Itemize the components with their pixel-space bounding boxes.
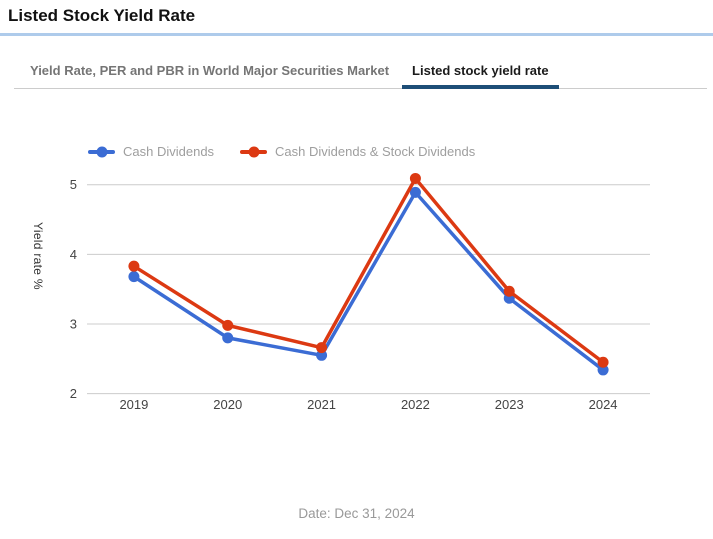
- tab-bar-divider: [14, 88, 707, 89]
- x-tick-label: 2019: [119, 397, 148, 412]
- x-tick-label: 2021: [307, 397, 336, 412]
- line-marker-icon: [88, 149, 115, 154]
- x-tick-label: 2023: [495, 397, 524, 412]
- x-tick-label: 2020: [213, 397, 242, 412]
- series-line: [132, 190, 605, 372]
- y-tick-label: 5: [70, 177, 77, 192]
- legend-label: Cash Dividends: [123, 144, 215, 159]
- data-point[interactable]: [316, 342, 328, 354]
- x-tick-label: 2022: [401, 397, 430, 412]
- line-marker-icon: [240, 149, 268, 154]
- legend-item-cash-dividends[interactable]: Cash Dividends: [88, 144, 214, 159]
- data-point[interactable]: [128, 260, 140, 272]
- y-tick-label: 4: [70, 247, 77, 262]
- y-tick-label: 2: [70, 386, 77, 401]
- data-point[interactable]: [222, 319, 234, 331]
- legend-label: Cash Dividends & Stock Dividends: [275, 144, 476, 159]
- tab-bar: Yield Rate, PER and PBR in World Major S…: [30, 63, 559, 89]
- chart-legend: Cash Dividends Cash Dividends & Stock Di…: [88, 144, 501, 159]
- y-axis-title: Yield rate %: [31, 222, 45, 290]
- legend-item-cash-and-stock-dividends[interactable]: Cash Dividends & Stock Dividends: [240, 144, 475, 159]
- plot-area: 2 3 4 5 2019 2020 2021 2022 2023 2024: [70, 172, 650, 412]
- data-point[interactable]: [409, 186, 421, 198]
- data-point[interactable]: [597, 356, 609, 368]
- data-point[interactable]: [597, 364, 609, 376]
- x-tick-label: 2024: [589, 397, 618, 412]
- tab-world-securities-market[interactable]: Yield Rate, PER and PBR in World Major S…: [30, 63, 390, 78]
- page-title: Listed Stock Yield Rate: [8, 6, 196, 25]
- series-line: [132, 176, 605, 365]
- date-caption: Date: Dec 31, 2024: [298, 506, 415, 521]
- y-tick-label: 3: [70, 316, 77, 331]
- data-point[interactable]: [409, 172, 421, 184]
- data-point[interactable]: [503, 285, 515, 297]
- data-point[interactable]: [316, 349, 328, 361]
- data-point[interactable]: [128, 271, 140, 283]
- data-point[interactable]: [222, 332, 234, 344]
- title-divider: [0, 33, 713, 36]
- tab-listed-stock-yield-rate[interactable]: Listed stock yield rate: [402, 63, 559, 89]
